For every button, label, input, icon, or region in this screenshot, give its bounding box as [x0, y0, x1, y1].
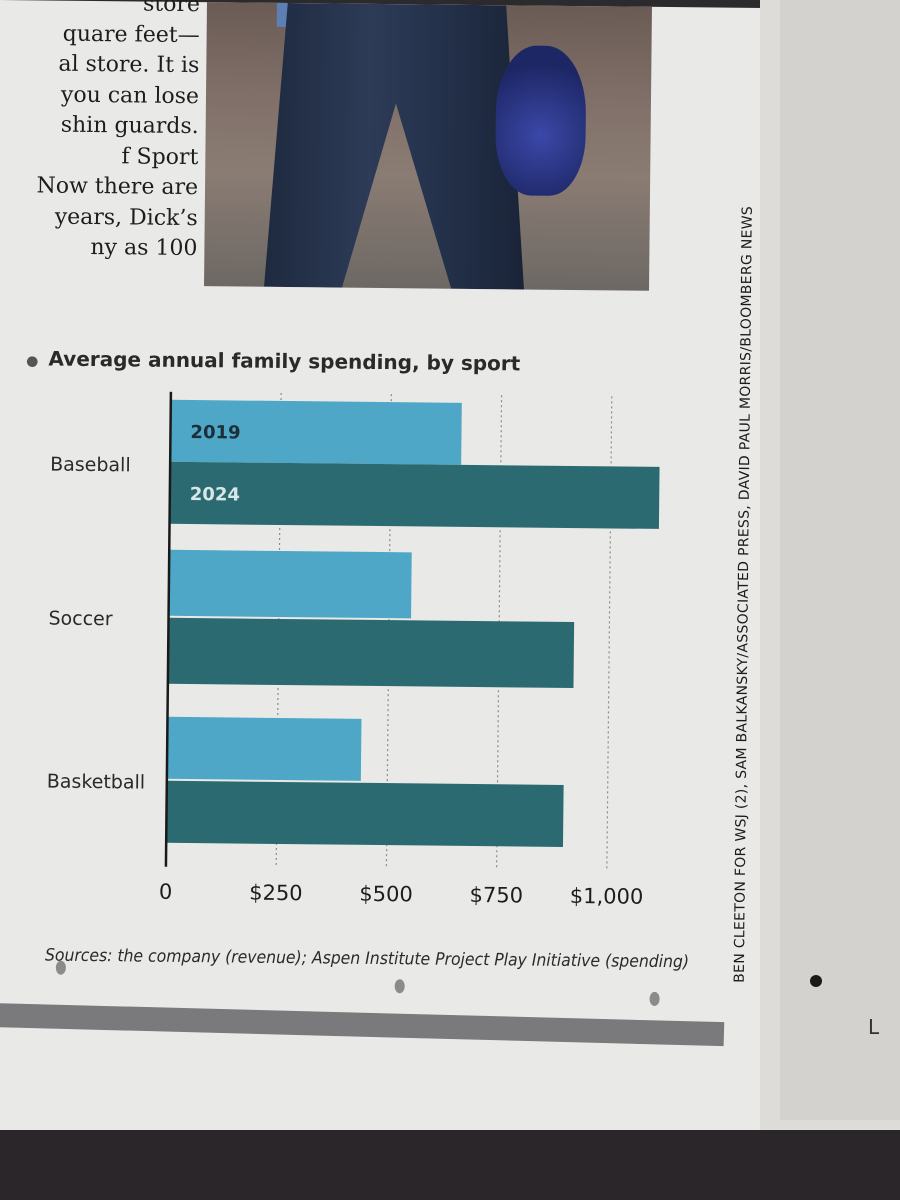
chart-sources: Sources: the company (revenue); Aspen In… — [44, 945, 690, 973]
article-line: Now there are — [36, 173, 199, 201]
bar-basketball-2019 — [166, 716, 362, 781]
article-line: f Sport — [121, 143, 199, 170]
gridline — [606, 396, 613, 872]
article-line: quare feet— — [62, 21, 200, 48]
article-photo — [204, 2, 652, 291]
article-line: you can lose — [60, 82, 200, 109]
category-label-soccer: Soccer — [48, 608, 112, 631]
table-surface — [0, 1130, 900, 1200]
paper-hole — [55, 960, 66, 975]
x-tick-label: 0 — [159, 880, 173, 904]
article-line: store — [142, 0, 201, 18]
section-divider-bar — [0, 1002, 725, 1047]
article-line: al store. It is — [58, 51, 200, 79]
bar-chart: Baseball Soccer Basketball 2019 2024 0 $250 $50… — [47, 391, 660, 909]
paper-hole — [649, 991, 660, 1006]
bullet-icon: ● — [26, 353, 39, 370]
y-axis-line — [164, 391, 173, 867]
x-tick-label: $750 — [469, 883, 523, 908]
bar-baseball-2024 — [169, 461, 660, 529]
bar-soccer-2019 — [168, 549, 412, 619]
margin-dot — [810, 975, 822, 987]
margin-letter: L — [868, 1015, 880, 1039]
article-text-column: store quare feet— al store. It is you ca… — [0, 0, 200, 265]
photo-gear-bag — [494, 45, 587, 197]
category-label-basketball: Basketball — [47, 771, 146, 794]
bar-soccer-2024 — [167, 617, 575, 689]
chart-title-row: ● Average annual family spending, by spor… — [26, 346, 521, 376]
x-tick-label: $250 — [249, 881, 303, 906]
x-tick-label: $500 — [359, 882, 413, 907]
newspaper-page: store quare feet— al store. It is you ca… — [0, 0, 775, 1149]
photo-jeans — [264, 3, 527, 290]
article-line: shin guards. — [60, 112, 199, 140]
legend-label-2024: 2024 — [190, 484, 240, 506]
article-line: ny as 100 — [90, 234, 198, 262]
next-page-edge — [780, 0, 900, 1120]
chart-title: Average annual family spending, by sport — [48, 346, 521, 376]
paper-hole — [394, 979, 405, 994]
article-line: years, Dick’s — [54, 204, 198, 231]
x-tick-label: $1,000 — [570, 884, 644, 909]
bar-basketball-2024 — [166, 780, 564, 847]
category-label-baseball: Baseball — [50, 454, 131, 477]
legend-label-2019: 2019 — [190, 422, 240, 444]
bar-baseball-2019 — [170, 399, 462, 465]
